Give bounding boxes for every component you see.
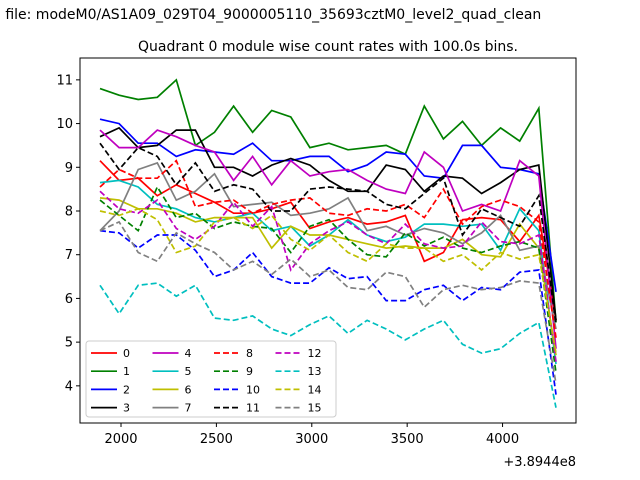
legend-label-12: 12 [308, 347, 322, 360]
x-tick-label: 3000 [295, 432, 328, 447]
series-line-15 [99, 220, 557, 384]
x-axis: 2000 2500 3000 3500 4000 [104, 423, 519, 447]
series-line-7 [99, 161, 557, 330]
series-line-3 [99, 126, 557, 321]
legend-label-0: 0 [123, 347, 130, 360]
series-line-11 [99, 142, 557, 325]
series-line-10 [99, 229, 557, 395]
x-tick-label: 2500 [200, 432, 233, 447]
legend-frame [85, 340, 337, 418]
x-tick-label: 3500 [391, 432, 424, 447]
series-line-13 [99, 282, 557, 408]
series-line-8 [99, 159, 557, 338]
y-tick-label: 4 [65, 379, 73, 394]
series-line-4 [99, 129, 557, 349]
y-axis: 4 5 6 7 8 9 10 11 [56, 73, 80, 394]
series-line-0 [99, 160, 557, 321]
legend-label-2: 2 [123, 383, 130, 396]
series-line-9 [99, 185, 557, 373]
legend-label-3: 3 [123, 402, 130, 415]
y-tick-label: 7 [65, 248, 73, 263]
y-tick-label: 8 [65, 204, 73, 219]
legend-label-9: 9 [246, 365, 253, 378]
x-tick-label: 2000 [104, 432, 137, 447]
plot-frame [79, 57, 577, 424]
legend-label-5: 5 [185, 365, 192, 378]
legend-label-11: 11 [246, 402, 260, 415]
legend-label-14: 14 [308, 383, 322, 396]
y-tick-label: 10 [56, 117, 73, 132]
legend-label-15: 15 [308, 402, 322, 415]
series-line-12 [99, 190, 557, 362]
legend-label-10: 10 [246, 383, 260, 396]
y-tick-label: 11 [56, 73, 73, 88]
legend-label-13: 13 [308, 365, 322, 378]
legend-label-8: 8 [246, 347, 253, 360]
y-tick-label: 5 [65, 336, 73, 351]
x-tick-label: 4000 [486, 432, 519, 447]
legend-label-7: 7 [185, 402, 192, 415]
legend-label-1: 1 [123, 365, 130, 378]
suptitle: n file: modeM0/AS1A09_029T04_9000005110_… [0, 7, 541, 23]
chart-title: Quadrant 0 module wise count rates with … [138, 39, 518, 55]
y-tick-label: 6 [65, 292, 73, 307]
series-line-14 [99, 207, 557, 354]
y-tick-label: 9 [65, 161, 73, 176]
legend-label-4: 4 [185, 347, 192, 360]
legend-label-6: 6 [185, 383, 192, 396]
x-offset-label: +3.8944e8 [503, 455, 576, 470]
series-lines [99, 78, 557, 408]
series-line-2 [99, 118, 557, 293]
